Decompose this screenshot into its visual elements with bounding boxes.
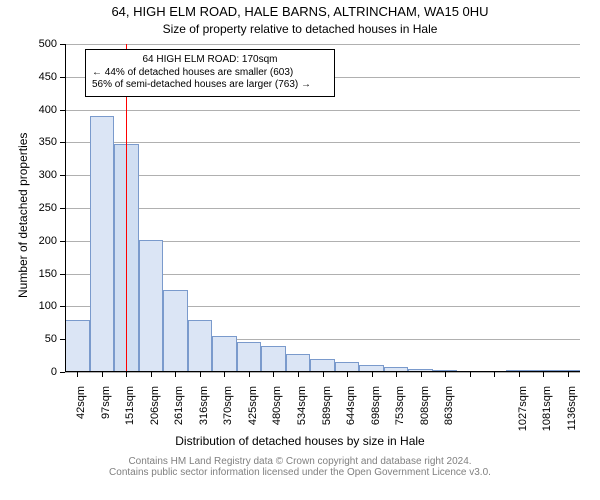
x-tick-mark	[200, 372, 201, 377]
y-tick-mark	[60, 274, 65, 275]
x-tick-mark	[323, 372, 324, 377]
y-tick-label: 200	[0, 235, 57, 247]
grid-line	[65, 208, 580, 209]
y-tick-mark	[60, 208, 65, 209]
x-axis-label: Distribution of detached houses by size …	[0, 434, 600, 448]
histogram-bar	[139, 240, 164, 373]
x-tick-mark	[396, 372, 397, 377]
histogram-bar	[188, 320, 213, 372]
histogram-bar	[65, 320, 90, 372]
grid-line	[65, 110, 580, 111]
annotation-line: 64 HIGH ELM ROAD: 170sqm	[92, 54, 328, 67]
y-tick-label: 350	[0, 136, 57, 148]
histogram-bar	[261, 346, 286, 372]
x-tick-mark	[102, 372, 103, 377]
y-tick-label: 400	[0, 104, 57, 116]
y-tick-label: 450	[0, 71, 57, 83]
y-tick-label: 50	[0, 333, 57, 345]
y-tick-mark	[60, 241, 65, 242]
histogram-bar	[286, 354, 311, 372]
grid-line	[65, 142, 580, 143]
annotation-line: ← 44% of detached houses are smaller (60…	[92, 67, 328, 80]
y-tick-mark	[60, 77, 65, 78]
x-tick-mark	[298, 372, 299, 377]
x-tick-mark	[273, 372, 274, 377]
y-tick-mark	[60, 339, 65, 340]
x-tick-mark	[249, 372, 250, 377]
x-tick-mark	[347, 372, 348, 377]
x-tick-mark	[151, 372, 152, 377]
annotation-box: 64 HIGH ELM ROAD: 170sqm← 44% of detache…	[85, 49, 335, 97]
x-tick-mark	[494, 372, 495, 377]
y-tick-mark	[60, 306, 65, 307]
plot-area: 64 HIGH ELM ROAD: 170sqm← 44% of detache…	[65, 44, 580, 372]
y-tick-mark	[60, 110, 65, 111]
y-tick-label: 100	[0, 300, 57, 312]
x-tick-mark	[126, 372, 127, 377]
x-tick-mark	[421, 372, 422, 377]
grid-line	[65, 44, 580, 45]
histogram-bar	[163, 290, 188, 372]
x-tick-mark	[224, 372, 225, 377]
chart-title-line1: 64, HIGH ELM ROAD, HALE BARNS, ALTRINCHA…	[0, 4, 600, 19]
y-axis-line	[65, 44, 66, 372]
y-tick-label: 300	[0, 169, 57, 181]
y-tick-mark	[60, 175, 65, 176]
x-tick-mark	[372, 372, 373, 377]
y-tick-mark	[60, 44, 65, 45]
x-tick-mark	[77, 372, 78, 377]
footnote-text: Contains HM Land Registry data © Crown c…	[0, 456, 600, 478]
x-tick-mark	[175, 372, 176, 377]
y-tick-label: 500	[0, 38, 57, 50]
grid-line	[65, 175, 580, 176]
y-tick-label: 150	[0, 268, 57, 280]
x-tick-mark	[470, 372, 471, 377]
histogram-bar	[237, 342, 262, 372]
histogram-bar	[90, 116, 115, 372]
histogram-bar	[212, 336, 237, 372]
y-tick-label: 0	[0, 366, 57, 378]
y-tick-mark	[60, 372, 65, 373]
y-tick-label: 250	[0, 202, 57, 214]
y-tick-mark	[60, 142, 65, 143]
property-size-histogram: 64, HIGH ELM ROAD, HALE BARNS, ALTRINCHA…	[0, 0, 600, 500]
chart-title-line2: Size of property relative to detached ho…	[0, 22, 600, 36]
annotation-line: 56% of semi-detached houses are larger (…	[92, 79, 328, 92]
x-tick-mark	[445, 372, 446, 377]
x-tick-mark	[543, 372, 544, 377]
x-tick-mark	[568, 372, 569, 377]
x-tick-mark	[519, 372, 520, 377]
